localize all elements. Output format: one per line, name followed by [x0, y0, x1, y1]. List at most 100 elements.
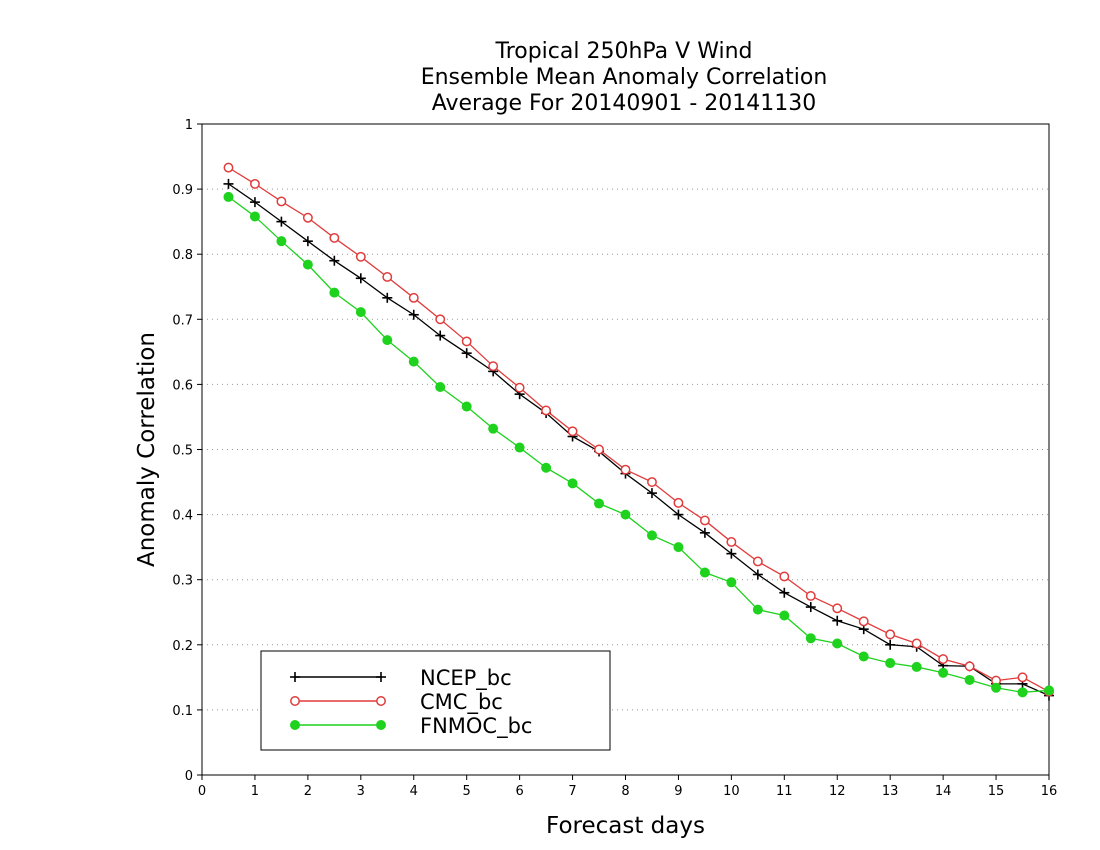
data-point-cmc-bc — [514, 382, 525, 393]
legend-label: FNMOC_bc — [420, 714, 532, 739]
data-point-fnmoc-bc — [461, 401, 472, 412]
x-tick-label: 12 — [829, 784, 846, 799]
x-tick-label: 4 — [410, 784, 418, 799]
data-point-cmc-bc — [911, 638, 922, 649]
data-point-cmc-bc — [673, 497, 684, 508]
chart-title-line: Ensemble Mean Anomaly Correlation — [421, 65, 828, 90]
data-point-fnmoc-bc — [594, 498, 605, 509]
data-point-fnmoc-bc — [938, 667, 949, 678]
data-point-cmc-bc — [567, 426, 578, 437]
data-point-cmc-bc — [832, 603, 843, 614]
data-point-ncep-bc — [752, 569, 763, 580]
data-point-fnmoc-bc — [276, 236, 287, 247]
data-point-ncep-bc — [329, 255, 340, 266]
data-point-fnmoc-bc — [567, 478, 578, 489]
data-point-ncep-bc — [805, 602, 816, 613]
data-point-cmc-bc — [726, 536, 737, 547]
series — [223, 162, 1054, 701]
series-cmc-bc — [223, 162, 1054, 697]
data-point-cmc-bc — [223, 162, 234, 173]
data-point-fnmoc-bc — [355, 307, 366, 318]
legend-entry-cmc-bc: CMC_bc — [290, 690, 503, 715]
data-point-cmc-bc — [647, 477, 657, 487]
data-point-cmc-bc — [885, 629, 896, 640]
data-point-fnmoc-bc — [1017, 687, 1028, 698]
x-tick-label: 11 — [776, 784, 793, 799]
data-point-fnmoc-bc — [699, 567, 710, 578]
x-tick-label: 7 — [568, 784, 576, 799]
data-point-cmc-bc — [329, 232, 340, 243]
data-point-fnmoc-bc — [752, 604, 763, 615]
data-point-cmc-bc — [1017, 672, 1028, 683]
data-point-fnmoc-bc — [223, 191, 234, 202]
chart-title-line: Average For 20140901 - 20141130 — [432, 91, 817, 116]
data-point-fnmoc-bc — [435, 382, 446, 393]
x-tick-label: 1 — [251, 784, 259, 799]
data-point-fnmoc-bc — [832, 638, 843, 649]
data-point-fnmoc-bc — [911, 661, 922, 672]
data-point-ncep-bc — [408, 309, 419, 320]
data-point-ncep-bc — [699, 527, 710, 538]
data-point-cmc-bc — [302, 212, 313, 223]
x-tick-label: 9 — [674, 784, 682, 799]
data-point-cmc-bc — [594, 444, 604, 455]
chart-title-line: Tropical 250hPa V Wind — [494, 39, 752, 64]
data-point-fnmoc-bc — [541, 462, 552, 473]
data-point-ncep-bc — [223, 178, 234, 189]
y-tick-label: 0.4 — [172, 509, 193, 524]
data-point-ncep-bc — [461, 348, 472, 359]
series-ncep-bc — [223, 178, 1054, 701]
legend-marker — [290, 720, 300, 730]
series-line-cmc-bc — [228, 167, 1050, 693]
data-point-fnmoc-bc — [488, 423, 499, 434]
data-point-ncep-bc — [355, 273, 366, 284]
legend-entry-fnmoc-bc: FNMOC_bc — [290, 714, 532, 739]
y-tick-label: 0.5 — [172, 444, 193, 459]
legend-marker — [376, 696, 386, 706]
x-tick-label: 3 — [357, 784, 365, 799]
y-tick-label: 0 — [185, 769, 193, 784]
data-point-ncep-bc — [435, 330, 446, 341]
x-tick-label: 5 — [463, 784, 471, 799]
series-fnmoc-bc — [223, 191, 1054, 698]
y-tick-label: 0.1 — [172, 704, 193, 719]
axis-ticks: 00.10.20.30.40.50.60.70.80.910 1 2 3 4 5 6 7 8 9 1… — [172, 118, 1057, 799]
data-point-fnmoc-bc — [858, 651, 869, 662]
legend-marker — [376, 720, 386, 730]
data-point-ncep-bc — [726, 548, 737, 559]
x-tick-label: 14 — [935, 784, 952, 799]
x-tick-label: 6 — [515, 784, 523, 799]
y-tick-label: 0.3 — [172, 574, 193, 589]
data-point-fnmoc-bc — [249, 211, 260, 222]
data-point-cmc-bc — [699, 515, 710, 526]
data-point-fnmoc-bc — [1044, 685, 1054, 696]
data-point-cmc-bc — [620, 464, 631, 475]
y-tick-label: 0.6 — [172, 378, 193, 393]
data-point-fnmoc-bc — [991, 682, 1002, 693]
data-point-fnmoc-bc — [620, 509, 631, 520]
x-tick-label: 15 — [988, 784, 1005, 799]
data-point-ncep-bc — [382, 292, 393, 303]
data-point-cmc-bc — [382, 272, 393, 282]
data-point-fnmoc-bc — [408, 356, 419, 367]
x-axis-label: Forecast days — [546, 813, 705, 839]
grid-lines — [202, 123, 1049, 711]
data-point-ncep-bc — [779, 587, 790, 598]
data-point-cmc-bc — [355, 251, 366, 262]
y-tick-label: 1 — [185, 118, 193, 133]
y-tick-label: 0.2 — [172, 639, 193, 654]
data-point-cmc-bc — [461, 336, 472, 347]
x-tick-label: 8 — [621, 784, 629, 799]
legend-marker — [290, 672, 300, 682]
x-tick-label: 13 — [882, 784, 899, 799]
data-point-ncep-bc — [276, 216, 287, 227]
data-point-ncep-bc — [885, 639, 896, 650]
data-point-fnmoc-bc — [779, 610, 790, 621]
data-point-fnmoc-bc — [514, 442, 525, 453]
legend-marker — [376, 672, 386, 682]
data-point-cmc-bc — [276, 196, 287, 207]
data-point-fnmoc-bc — [302, 259, 313, 270]
y-axis-label: Anomaly Correlation — [134, 332, 160, 567]
